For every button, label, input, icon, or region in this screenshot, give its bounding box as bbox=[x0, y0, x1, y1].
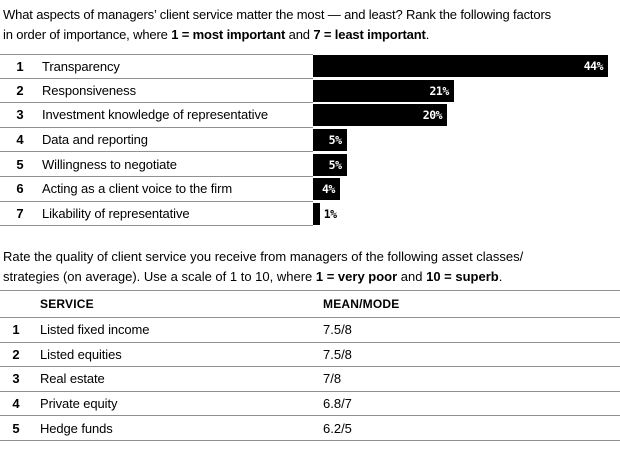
rank-row-label-cell: 5 Willingness to negotiate bbox=[0, 152, 313, 177]
service-name: Hedge funds bbox=[40, 420, 113, 436]
bar: 21% bbox=[313, 79, 454, 102]
q1-line1: What aspects of managers’ client service… bbox=[3, 7, 551, 22]
bar-track: 44% bbox=[313, 54, 620, 79]
service-name: Private equity bbox=[40, 396, 118, 412]
factor-label: Acting as a client voice to the firm bbox=[42, 181, 233, 197]
question-2-heading: Rate the quality of client service you r… bbox=[3, 247, 617, 287]
rank-number: 6 bbox=[16, 181, 24, 197]
bar: 5% bbox=[313, 129, 347, 152]
bar-value-label: 1% bbox=[323, 206, 337, 221]
bar-value-label: 5% bbox=[328, 133, 342, 148]
mean-mode-value: 7/8 bbox=[323, 371, 342, 387]
q1-line2-after: . bbox=[425, 27, 430, 42]
bar-track: 5% bbox=[313, 152, 620, 177]
row-number: 3 bbox=[12, 371, 20, 387]
question-1-heading: What aspects of managers’ client service… bbox=[3, 5, 617, 45]
factor-label: Responsiveness bbox=[42, 82, 136, 98]
bar: 5% bbox=[313, 153, 347, 176]
table-row: 5 Hedge funds 6.2/5 bbox=[0, 415, 620, 440]
header-service: SERVICE bbox=[40, 297, 94, 311]
factor-label: Data and reporting bbox=[42, 132, 148, 148]
bar-value-label: 44% bbox=[583, 59, 604, 74]
bar: 44% bbox=[313, 55, 608, 78]
bar: 4% bbox=[313, 178, 340, 201]
row-number: 2 bbox=[12, 346, 20, 362]
table-row: 1 Listed fixed income 7.5/8 bbox=[0, 317, 620, 342]
factor-label: Investment knowledge of representative bbox=[42, 107, 268, 123]
bar bbox=[313, 202, 320, 225]
header-mean-mode: MEAN/MODE bbox=[323, 297, 400, 311]
q2-line2-after: . bbox=[498, 269, 503, 284]
row-number: 5 bbox=[12, 420, 20, 436]
bar-track: 1% bbox=[313, 202, 620, 227]
rank-number: 5 bbox=[16, 156, 24, 172]
bar-value-label: 21% bbox=[429, 83, 450, 98]
rank-row: 3 Investment knowledge of representative… bbox=[0, 103, 620, 128]
rating-table-header: SERVICE MEAN/MODE bbox=[0, 291, 620, 317]
q2-bold-very-poor: 1 = very poor bbox=[315, 269, 398, 284]
mean-mode-value: 7.5/8 bbox=[323, 346, 352, 362]
mean-mode-value: 7.5/8 bbox=[323, 322, 352, 338]
rank-row-label-cell: 7 Likability of representative bbox=[0, 202, 313, 227]
bar-value-label: 5% bbox=[328, 157, 342, 172]
bar-track: 20% bbox=[313, 103, 620, 128]
rating-table: SERVICE MEAN/MODE 1 Listed fixed income … bbox=[0, 290, 620, 441]
bar-value-label: 20% bbox=[422, 108, 443, 123]
rank-row: 6 Acting as a client voice to the firm 4… bbox=[0, 177, 620, 202]
q2-line1: Rate the quality of client service you r… bbox=[3, 249, 524, 264]
q1-bold-most-important: 1 = most important bbox=[171, 27, 286, 42]
rank-row-label-cell: 1 Transparency bbox=[0, 54, 313, 79]
rank-row: 7 Likability of representative 1% bbox=[0, 202, 620, 227]
rank-row: 1 Transparency 44% bbox=[0, 54, 620, 79]
bar-value-label: 4% bbox=[321, 182, 335, 197]
bar-track: 5% bbox=[313, 128, 620, 153]
rank-chart-rows: 1 Transparency 44% 2 Responsiveness 21% … bbox=[0, 54, 620, 227]
factor-label: Willingness to negotiate bbox=[42, 156, 177, 172]
rank-row-label-cell: 6 Acting as a client voice to the firm bbox=[0, 177, 313, 202]
rank-number: 4 bbox=[16, 132, 24, 148]
rank-number: 2 bbox=[16, 82, 24, 98]
row-number: 1 bbox=[12, 322, 20, 338]
q1-line2-mid: and bbox=[285, 27, 314, 42]
bar: 20% bbox=[313, 104, 448, 127]
table-row: 4 Private equity 6.8/7 bbox=[0, 390, 620, 416]
bar-track: 4% bbox=[313, 177, 620, 202]
rank-row-label-cell: 4 Data and reporting bbox=[0, 128, 313, 153]
service-name: Listed equities bbox=[40, 346, 122, 362]
rank-row: 5 Willingness to negotiate 5% bbox=[0, 152, 620, 177]
bar-track: 21% bbox=[313, 79, 620, 104]
mean-mode-value: 6.2/5 bbox=[323, 420, 352, 436]
factor-label: Transparency bbox=[42, 58, 120, 74]
q1-line2-before: in order of importance, where bbox=[3, 27, 172, 42]
q1-bold-least-important: 7 = least important bbox=[313, 27, 426, 42]
table-row: 3 Real estate 7/8 bbox=[0, 366, 620, 391]
table-row: 2 Listed equities 7.5/8 bbox=[0, 341, 620, 367]
rank-row-label-cell: 2 Responsiveness bbox=[0, 79, 313, 104]
rank-number: 3 bbox=[16, 107, 24, 123]
rank-number: 1 bbox=[16, 58, 24, 74]
factor-label: Likability of representative bbox=[42, 205, 190, 221]
q2-line2-mid: and bbox=[397, 269, 427, 284]
rank-row: 2 Responsiveness 21% bbox=[0, 79, 620, 104]
q2-line2-before: strategies (on average). Use a scale of … bbox=[3, 269, 316, 284]
rank-row-label-cell: 3 Investment knowledge of representative bbox=[0, 103, 313, 128]
service-name: Real estate bbox=[40, 371, 105, 387]
row-number: 4 bbox=[12, 396, 20, 412]
mean-mode-value: 6.8/7 bbox=[323, 396, 352, 412]
rank-bar-chart: 1 Transparency 44% 2 Responsiveness 21% … bbox=[0, 54, 620, 227]
rank-row: 4 Data and reporting 5% bbox=[0, 128, 620, 153]
rating-table-rows: 1 Listed fixed income 7.5/8 2 Listed equ… bbox=[0, 317, 620, 440]
q2-bold-superb: 10 = superb bbox=[426, 269, 499, 284]
rank-number: 7 bbox=[16, 205, 24, 221]
service-name: Listed fixed income bbox=[40, 322, 150, 338]
